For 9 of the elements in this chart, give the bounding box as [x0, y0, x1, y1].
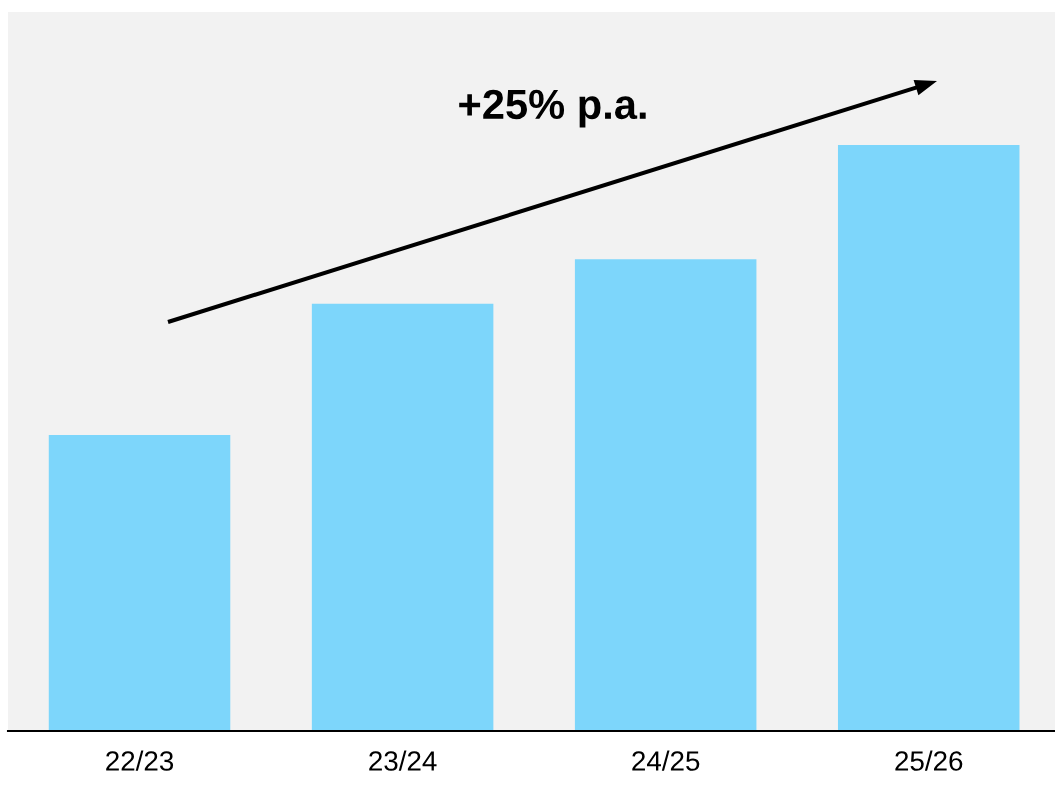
bar: [311, 303, 494, 731]
x-tick-label: 25/26: [895, 750, 963, 771]
x-tick-label: 24/25: [632, 750, 700, 771]
text: +25% p.a.: [459, 89, 646, 128]
x-tick-label: 23/24: [369, 750, 437, 771]
x-tick-label: 22/23: [106, 750, 174, 771]
bar: [837, 145, 1020, 731]
bar: [574, 259, 757, 731]
bar: [48, 435, 231, 731]
